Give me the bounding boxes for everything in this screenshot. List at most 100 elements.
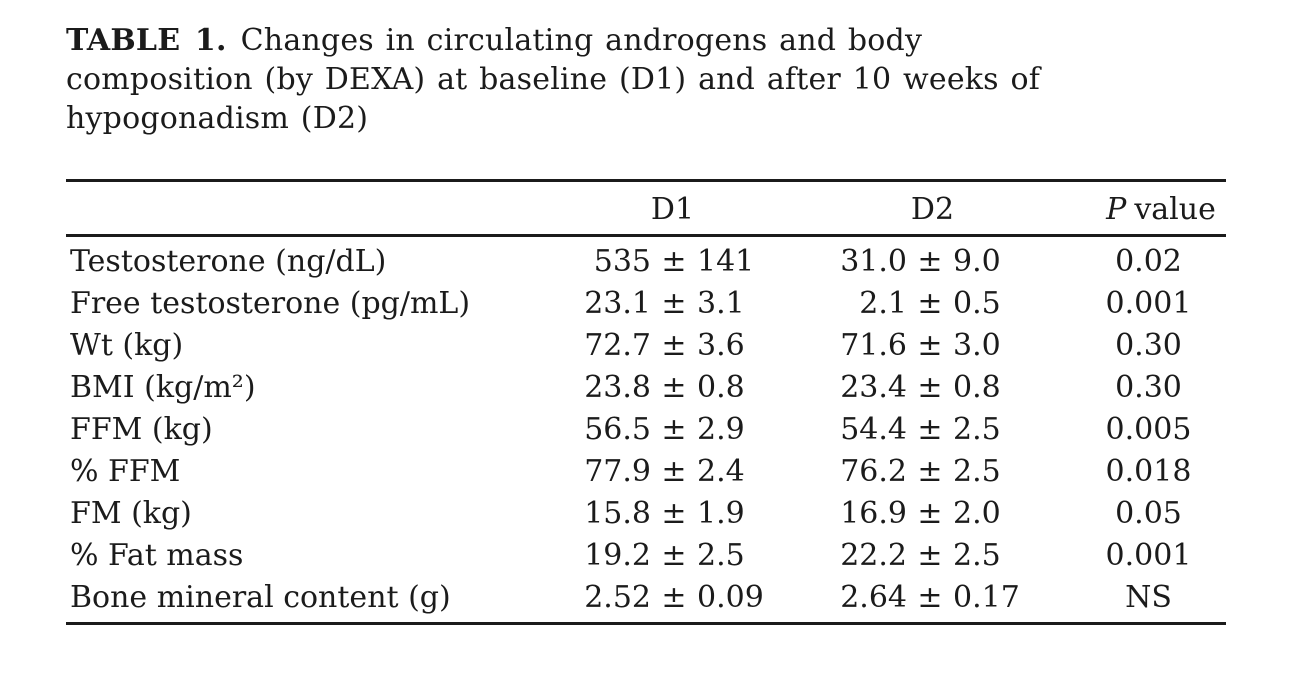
d1-mean: 23.1: [584, 286, 651, 321]
d1-sd: 1.9: [697, 496, 745, 531]
plus-minus: ±: [661, 538, 687, 573]
table-row: BMI (kg/m²) 23.8 ±0.8 23.4 ±0.8 0.30: [66, 367, 1226, 409]
plus-minus: ±: [661, 328, 687, 363]
d1-cell: 23.8 ±0.8: [511, 367, 779, 409]
plus-minus: ±: [661, 454, 687, 489]
plus-minus: ±: [917, 328, 943, 363]
d1-sd: 0.8: [697, 370, 745, 405]
p-value-cell: 0.02: [1115, 244, 1182, 279]
d1-sd: 3.1: [697, 286, 745, 321]
d2-mean: 22.2: [840, 538, 907, 573]
row-label: % Fat mass: [70, 538, 244, 573]
d1-sd: 2.9: [697, 412, 745, 447]
d2-cell: 2.64 ±0.17: [779, 577, 1041, 619]
p-symbol: P: [1106, 192, 1127, 227]
row-label: Free testosterone (pg/mL): [70, 286, 471, 321]
p-value-cell: 0.001: [1105, 286, 1192, 321]
d1-cell: 77.9 ±2.4: [511, 451, 779, 493]
p-value-cell: 0.001: [1105, 538, 1192, 573]
d2-sd: 0.5: [953, 286, 1001, 321]
caption-line-2: composition (by DEXA) at baseline (D1) a…: [66, 62, 1041, 97]
d1-sd: 2.5: [697, 538, 745, 573]
header-d1: D1: [650, 192, 695, 227]
p-value-cell: 0.05: [1115, 496, 1182, 531]
caption-text: Changes in circulating androgens and bod…: [240, 23, 923, 58]
table-block: TABLE 1. Changes in circulating androgens…: [66, 21, 1226, 625]
d2-mean: 76.2: [840, 454, 907, 489]
d1-cell: 72.7 ±3.6: [511, 325, 779, 367]
d2-cell: 23.4 ±0.8: [779, 367, 1041, 409]
row-label: Wt (kg): [70, 328, 184, 363]
d2-mean: 16.9: [840, 496, 907, 531]
table-mid-rule: [66, 234, 1226, 237]
d2-cell: 54.4 ±2.5: [779, 409, 1041, 451]
d2-mean: 2.64: [840, 580, 907, 615]
plus-minus: ±: [917, 580, 943, 615]
table-row: Bone mineral content (g) 2.52 ±0.09 2.64 ±…: [66, 577, 1226, 619]
d1-mean: 77.9: [584, 454, 651, 489]
d2-sd: 2.5: [953, 412, 1001, 447]
plus-minus: ±: [917, 496, 943, 531]
p-value-cell: NS: [1125, 580, 1172, 615]
table-row: Testosterone (ng/dL) 535 ±141 31.0 ±9.0 0.…: [66, 241, 1226, 283]
d2-mean: 23.4: [840, 370, 907, 405]
d2-cell: 76.2 ±2.5: [779, 451, 1041, 493]
d1-cell: 56.5 ±2.9: [511, 409, 779, 451]
d2-sd: 9.0: [953, 244, 1001, 279]
p-value-word: value: [1134, 192, 1216, 227]
d2-cell: 2.1 ±0.5: [779, 283, 1041, 325]
plus-minus: ±: [661, 244, 687, 279]
plus-minus: ±: [661, 580, 687, 615]
table-caption: TABLE 1. Changes in circulating androgens…: [66, 21, 1226, 138]
row-label: FFM (kg): [70, 412, 213, 447]
table-row: % FFM 77.9 ±2.4 76.2 ±2.5 0.018: [66, 451, 1226, 493]
table-bottom-rule: [66, 622, 1226, 625]
d1-mean: 23.8: [584, 370, 651, 405]
d2-sd: 2.5: [953, 454, 1001, 489]
plus-minus: ±: [917, 370, 943, 405]
row-label: Testosterone (ng/dL): [70, 244, 387, 279]
plus-minus: ±: [917, 286, 943, 321]
d2-sd: 0.17: [953, 580, 1020, 615]
d1-cell: 535 ±141: [511, 241, 779, 283]
d2-sd: 0.8: [953, 370, 1001, 405]
plus-minus: ±: [661, 286, 687, 321]
header-d2: D2: [910, 192, 955, 227]
plus-minus: ±: [661, 370, 687, 405]
d2-mean: 2.1: [859, 286, 907, 321]
d1-cell: 19.2 ±2.5: [511, 535, 779, 577]
d1-mean: 19.2: [584, 538, 651, 573]
d2-mean: 54.4: [840, 412, 907, 447]
d2-cell: 71.6 ±3.0: [779, 325, 1041, 367]
p-value-cell: 0.005: [1105, 412, 1192, 447]
row-label: BMI (kg/m²): [70, 370, 256, 405]
p-value-cell: 0.018: [1105, 454, 1192, 489]
plus-minus: ±: [661, 496, 687, 531]
caption-line-3: hypogonadism (D2): [66, 101, 369, 136]
table-row: FFM (kg) 56.5 ±2.9 54.4 ±2.5 0.005: [66, 409, 1226, 451]
d1-mean: 2.52: [584, 580, 651, 615]
d2-cell: 31.0 ±9.0: [779, 241, 1041, 283]
d1-sd: 141: [697, 244, 755, 279]
table-row: % Fat mass 19.2 ±2.5 22.2 ±2.5 0.001: [66, 535, 1226, 577]
p-value-cell: 0.30: [1115, 328, 1182, 363]
table-row: FM (kg) 15.8 ±1.9 16.9 ±2.0 0.05: [66, 493, 1226, 535]
d1-cell: 23.1 ±3.1: [511, 283, 779, 325]
d2-mean: 71.6: [840, 328, 907, 363]
d1-cell: 15.8 ±1.9: [511, 493, 779, 535]
d2-cell: 22.2 ±2.5: [779, 535, 1041, 577]
d1-mean: 535: [593, 244, 651, 279]
d2-sd: 2.5: [953, 538, 1001, 573]
row-label: Bone mineral content (g): [70, 580, 451, 615]
p-value-cell: 0.30: [1115, 370, 1182, 405]
d1-mean: 15.8: [584, 496, 651, 531]
table-number: TABLE 1.: [66, 23, 227, 58]
plus-minus: ±: [917, 538, 943, 573]
table-body: Testosterone (ng/dL) 535 ±141 31.0 ±9.0 0.…: [66, 237, 1226, 622]
table-row: Free testosterone (pg/mL) 23.1 ±3.1 2.1 ±0…: [66, 283, 1226, 325]
d1-sd: 0.09: [697, 580, 764, 615]
